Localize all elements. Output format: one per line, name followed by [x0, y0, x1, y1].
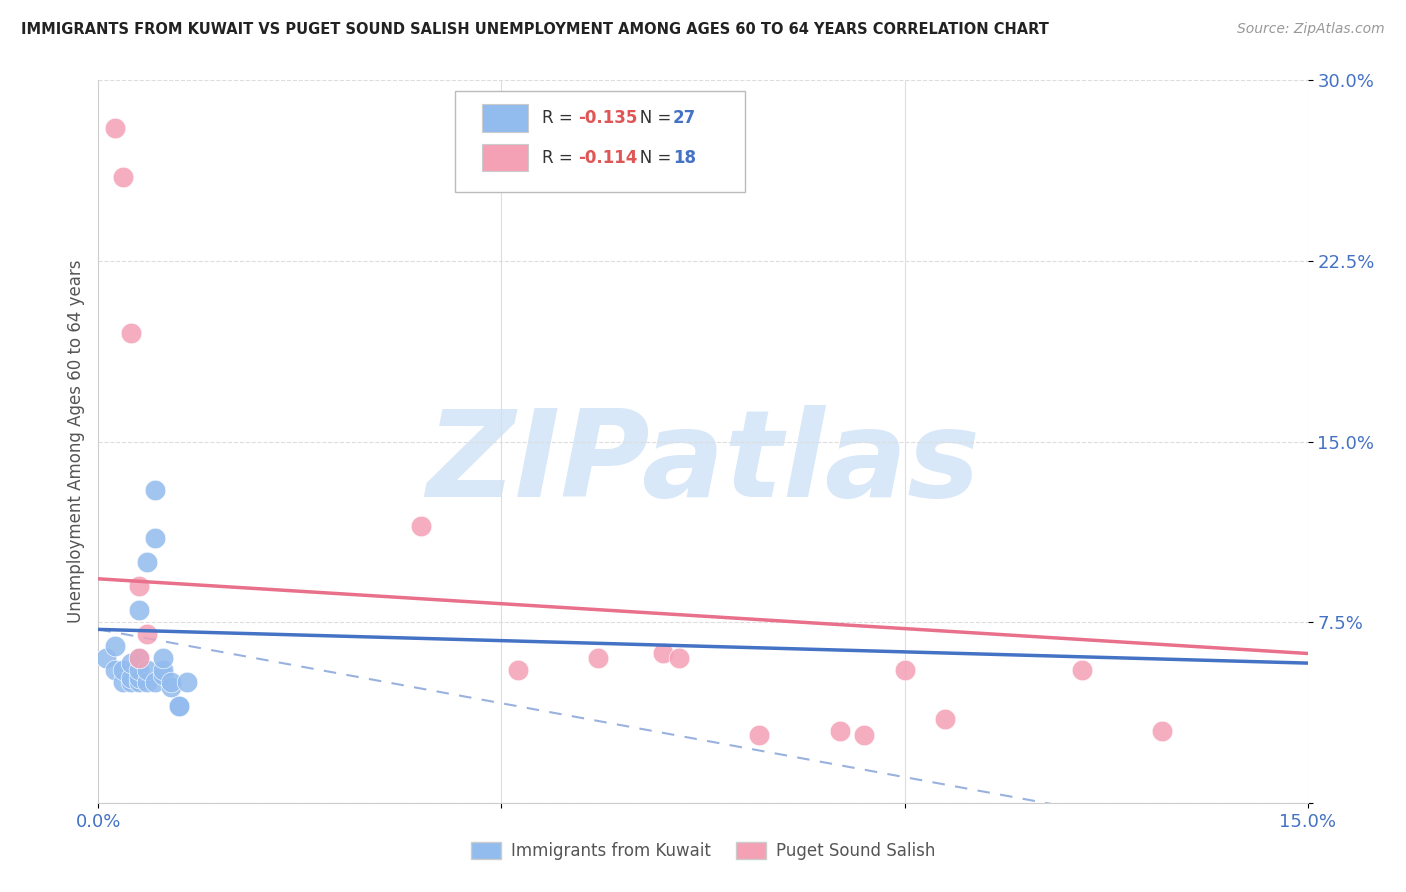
- Legend: Immigrants from Kuwait, Puget Sound Salish: Immigrants from Kuwait, Puget Sound Sali…: [464, 835, 942, 867]
- Point: [167, 699, 190, 714]
- Point: [152, 668, 174, 682]
- Point: [120, 326, 142, 340]
- FancyBboxPatch shape: [482, 144, 527, 171]
- Text: -0.114: -0.114: [578, 149, 638, 167]
- Point: [135, 664, 157, 678]
- Point: [135, 627, 157, 641]
- Point: [143, 483, 166, 497]
- Text: R =: R =: [543, 109, 578, 127]
- Point: [152, 651, 174, 665]
- Text: 18: 18: [672, 149, 696, 167]
- Point: [128, 651, 150, 665]
- Point: [128, 664, 150, 678]
- Point: [934, 712, 956, 726]
- Text: ZIPatlas: ZIPatlas: [426, 405, 980, 522]
- Point: [143, 531, 166, 545]
- Point: [1152, 723, 1174, 738]
- Point: [111, 169, 134, 184]
- Point: [96, 651, 118, 665]
- Text: N =: N =: [624, 149, 678, 167]
- Point: [103, 639, 125, 653]
- Point: [893, 664, 915, 678]
- Point: [176, 675, 198, 690]
- Point: [120, 671, 142, 685]
- Point: [128, 651, 150, 665]
- Point: [167, 699, 190, 714]
- Point: [152, 664, 174, 678]
- Text: IMMIGRANTS FROM KUWAIT VS PUGET SOUND SALISH UNEMPLOYMENT AMONG AGES 60 TO 64 YE: IMMIGRANTS FROM KUWAIT VS PUGET SOUND SA…: [21, 22, 1049, 37]
- FancyBboxPatch shape: [456, 91, 745, 193]
- Point: [120, 656, 142, 670]
- Point: [128, 675, 150, 690]
- Point: [120, 675, 142, 690]
- Point: [506, 664, 529, 678]
- Point: [1070, 664, 1092, 678]
- Point: [853, 728, 876, 742]
- Point: [111, 675, 134, 690]
- Point: [135, 675, 157, 690]
- Point: [586, 651, 609, 665]
- Point: [103, 121, 125, 136]
- Text: -0.135: -0.135: [578, 109, 638, 127]
- Point: [135, 555, 157, 569]
- Point: [143, 675, 166, 690]
- FancyBboxPatch shape: [482, 104, 527, 132]
- Text: 27: 27: [672, 109, 696, 127]
- Point: [160, 675, 183, 690]
- Text: R =: R =: [543, 149, 578, 167]
- Point: [111, 664, 134, 678]
- Point: [128, 603, 150, 617]
- Point: [103, 664, 125, 678]
- Y-axis label: Unemployment Among Ages 60 to 64 years: Unemployment Among Ages 60 to 64 years: [66, 260, 84, 624]
- Point: [828, 723, 851, 738]
- Text: N =: N =: [624, 109, 678, 127]
- Point: [128, 671, 150, 685]
- Point: [409, 518, 432, 533]
- Point: [160, 680, 183, 694]
- Point: [651, 647, 673, 661]
- Point: [128, 579, 150, 593]
- Point: [748, 728, 770, 742]
- Point: [668, 651, 690, 665]
- Text: Source: ZipAtlas.com: Source: ZipAtlas.com: [1237, 22, 1385, 37]
